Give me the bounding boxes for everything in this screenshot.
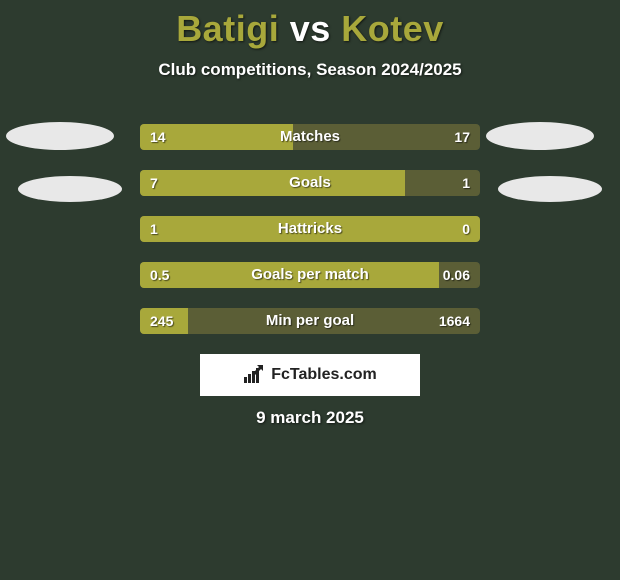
title-player1: Batigi [176, 8, 279, 49]
stat-label: Min per goal [140, 308, 480, 334]
player1-badge-placeholder-1 [6, 122, 114, 150]
player1-badge-placeholder-2 [18, 176, 122, 202]
date-label: 9 march 2025 [0, 408, 620, 428]
title-player2: Kotev [341, 8, 444, 49]
stat-bar: 1417Matches [140, 124, 480, 150]
comparison-infographic: Batigi vs Kotev Club competitions, Seaso… [0, 0, 620, 580]
stat-bars: 1417Matches 71Goals 10Hattricks 0.50.06Goal… [140, 124, 480, 354]
title-vs: vs [290, 8, 331, 49]
stat-bar: 2451664Min per goal [140, 308, 480, 334]
stat-label: Matches [140, 124, 480, 150]
stat-label: Goals [140, 170, 480, 196]
stat-bar: 71Goals [140, 170, 480, 196]
branding-text: FcTables.com [271, 366, 377, 384]
subtitle: Club competitions, Season 2024/2025 [0, 60, 620, 80]
stat-label: Goals per match [140, 262, 480, 288]
player2-badge-placeholder-2 [498, 176, 602, 202]
branding-badge: FcTables.com [200, 354, 420, 396]
stat-label: Hattricks [140, 216, 480, 242]
player2-badge-placeholder-1 [486, 122, 594, 150]
stat-bar: 10Hattricks [140, 216, 480, 242]
stat-bar: 0.50.06Goals per match [140, 262, 480, 288]
page-title: Batigi vs Kotev [0, 0, 620, 50]
bar-chart-icon [243, 365, 265, 385]
